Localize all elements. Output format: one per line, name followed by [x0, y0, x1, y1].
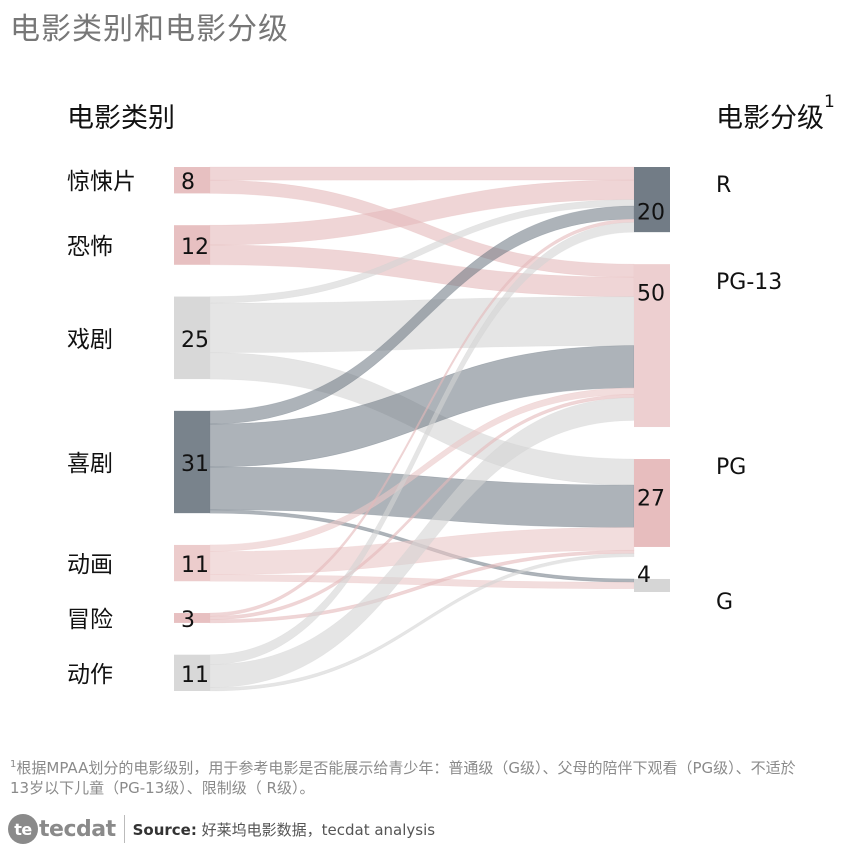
source-value-comedy: 31: [181, 452, 209, 477]
target-value-PG-13: 50: [637, 281, 665, 306]
footer: te tecdat Source: 好莱坞电影数据，tecdat analysis: [8, 812, 435, 846]
source-node-thriller: [174, 167, 210, 194]
source-value-action: 11: [181, 663, 209, 688]
footnote: 1根据MPAA划分的电影级别，用于参考电影是否能展示给青少年：普通级（G级）、父…: [10, 755, 810, 798]
target-value-G: 4: [637, 563, 651, 588]
target-node-G: [634, 578, 670, 592]
source-label-action: 动作: [67, 662, 113, 688]
source-line: Source: 好莱坞电影数据，tecdat analysis: [133, 819, 435, 840]
target-label-PG: PG: [716, 455, 746, 480]
target-label-G: G: [716, 590, 733, 615]
link-thriller-R: [209, 166, 635, 181]
category-column-header: 电影类别: [67, 103, 175, 134]
source-label: Source:: [132, 820, 197, 839]
source-label-thriller: 惊悚片: [67, 169, 136, 195]
target-label-PG-13: PG-13: [716, 270, 782, 295]
link-action-PG: [209, 553, 635, 692]
source-node-animation: [174, 544, 210, 582]
source-value-animation: 11: [181, 553, 209, 578]
source-label-comedy: 喜剧: [67, 451, 113, 477]
link-action-R: [209, 222, 635, 665]
footnote-mark: 1: [10, 759, 17, 770]
sankey-labels: 惊悚片 8 恐怖 12 戏剧 25 喜剧 31 动画 11 冒险 3 动作 11 20 50 27 4 R PG-13…: [67, 169, 782, 688]
footer-divider: [123, 815, 125, 843]
source-value-horror: 12: [181, 235, 209, 260]
source-node-action: [174, 654, 210, 691]
source-value-adventure: 3: [181, 608, 195, 633]
rating-header-footnote-mark: 1: [824, 92, 835, 112]
target-node-PG-13: [634, 264, 670, 428]
logo-text: tecdat: [39, 816, 116, 842]
rating-column-header: 电影分级1: [716, 92, 835, 135]
source-node-adventure: [174, 613, 210, 623]
source-label-horror: 恐怖: [67, 234, 113, 260]
target-node-PG: [634, 459, 670, 547]
source-text: 好莱坞电影数据，tecdat analysis: [201, 820, 436, 839]
source-label-drama: 戏剧: [67, 327, 113, 353]
sankey-chart: 惊悚片 8 恐怖 12 戏剧 25 喜剧 31 动画 11 冒险 3 动作 11 20 50 27 4 R PG-13…: [67, 166, 782, 692]
source-value-drama: 25: [181, 328, 209, 353]
target-node-R: [634, 167, 670, 233]
source-label-adventure: 冒险: [67, 607, 113, 633]
source-node-horror: [174, 225, 210, 265]
sankey-links: [209, 166, 635, 692]
target-value-R: 20: [637, 201, 665, 226]
source-value-thriller: 8: [181, 170, 195, 195]
tecdat-logo: te tecdat: [8, 814, 116, 844]
link-drama-PG-13: [209, 296, 635, 353]
rating-header-text: 电影分级: [716, 103, 824, 134]
target-value-PG: 27: [637, 486, 665, 511]
target-label-R: R: [716, 173, 731, 198]
sankey-nodes: [174, 167, 670, 691]
footnote-text: 根据MPAA划分的电影级别，用于参考电影是否能展示给青少年：普通级（G级）、父母…: [10, 759, 796, 797]
source-node-comedy: [174, 410, 210, 514]
source-node-drama: [174, 296, 210, 380]
chart-title: 电影类别和电影分级: [10, 12, 289, 47]
source-label-animation: 动画: [67, 552, 113, 578]
logo-circle-icon: te: [8, 814, 38, 844]
